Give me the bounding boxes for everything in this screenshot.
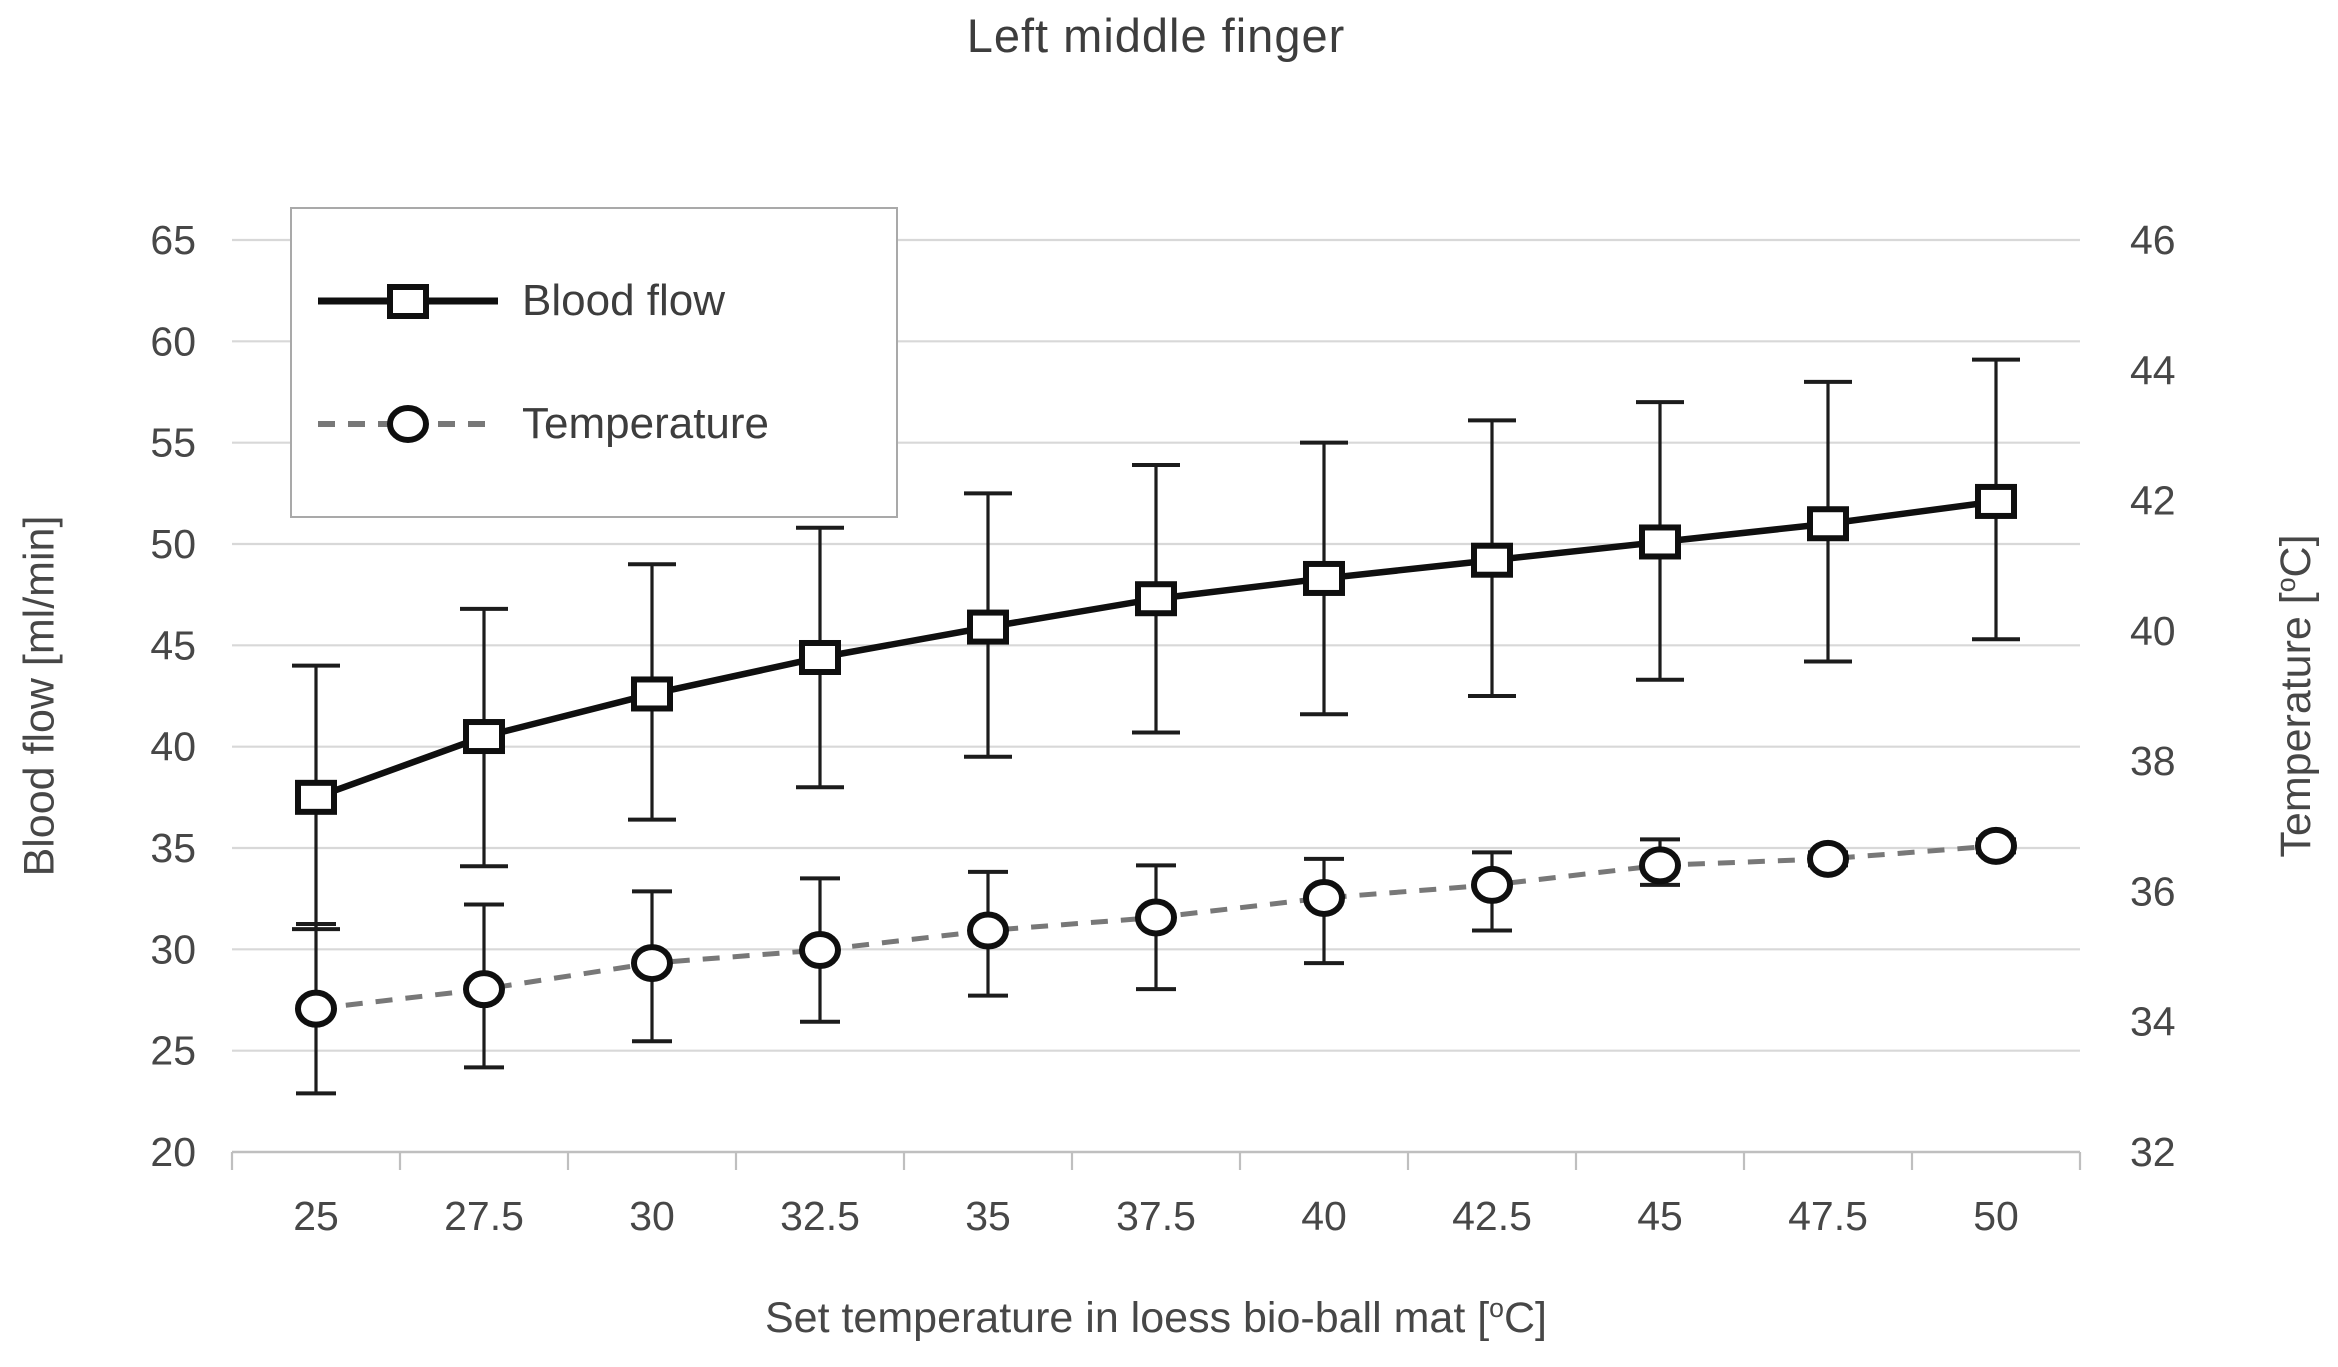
y-left-tick-label: 50 [150, 521, 196, 567]
temperature-marker [799, 931, 841, 970]
legend: Blood flow Temperature [290, 207, 898, 518]
y-left-tick-label: 55 [150, 420, 196, 466]
y-right-tick-label: 32 [2130, 1129, 2176, 1175]
legend-label-blood-flow: Blood flow [522, 276, 726, 326]
x-axis-title: Set temperature in loess bio-ball mat [o… [764, 1292, 1548, 1343]
blood-flow-marker [1807, 506, 1849, 542]
chart-title: Left middle finger [966, 9, 1346, 62]
x-tick-label: 45 [1637, 1193, 1683, 1239]
y-left-tick-label: 25 [150, 1028, 196, 1074]
y-right-tick-label: 42 [2130, 478, 2176, 524]
y-left-tick-label: 30 [150, 926, 196, 972]
y-right-tick-label: 34 [2130, 999, 2176, 1045]
x-tick-label: 50 [1973, 1193, 2019, 1239]
blood-flow-marker [967, 609, 1009, 645]
temperature-marker [1303, 878, 1345, 917]
x-tick-label: 30 [629, 1193, 675, 1239]
blood-flow-marker [631, 676, 673, 712]
x-tick-label: 35 [965, 1193, 1011, 1239]
blood-flow-marker [799, 639, 841, 675]
y-left-tick-label: 65 [150, 217, 196, 263]
legend-item-blood-flow: Blood flow [292, 271, 896, 331]
temperature-marker [1135, 898, 1177, 937]
temperature-marker [967, 911, 1009, 950]
temperature-marker [295, 989, 337, 1028]
y-left-tick-label: 20 [150, 1129, 196, 1175]
blood-flow-marker [295, 779, 337, 815]
temperature-marker [463, 970, 505, 1009]
blood-flow-marker [1639, 524, 1681, 560]
right-axis-title: Temperature [oC] [2270, 534, 2321, 858]
x-tick-label: 27.5 [444, 1193, 524, 1239]
x-tick-label: 25 [293, 1193, 339, 1239]
blood-flow-marker [1135, 581, 1177, 617]
temperature-line-sample-icon [318, 404, 498, 443]
blood-flow-marker [1975, 483, 2017, 519]
y-left-tick-label: 45 [150, 622, 196, 668]
temperature-marker [1471, 865, 1513, 904]
temperature-marker [1639, 846, 1681, 885]
x-tick-label: 42.5 [1452, 1193, 1532, 1239]
y-right-tick-label: 36 [2130, 868, 2176, 914]
temperature-marker [1975, 826, 2017, 865]
temperature-marker [631, 944, 673, 983]
left-axis-title: Blood flow [ml/min] [15, 515, 64, 877]
temperature-marker [1807, 839, 1849, 878]
y-right-tick-label: 44 [2130, 347, 2176, 393]
legend-label-temperature: Temperature [522, 398, 770, 448]
y-left-tick-label: 35 [150, 825, 196, 871]
legend-item-temperature: Temperature [292, 394, 896, 454]
y-left-tick-label: 40 [150, 724, 196, 770]
x-tick-label: 47.5 [1788, 1193, 1868, 1239]
blood-flow-marker [1471, 542, 1513, 578]
blood-flow-marker [463, 719, 505, 755]
blood-flow-marker [1303, 560, 1345, 596]
y-right-tick-label: 46 [2130, 217, 2176, 263]
x-tick-label: 32.5 [780, 1193, 860, 1239]
x-tick-label: 40 [1301, 1193, 1347, 1239]
y-right-tick-label: 40 [2130, 608, 2176, 654]
y-right-tick-label: 38 [2130, 738, 2176, 784]
y-left-tick-label: 60 [150, 318, 196, 364]
blood-flow-line-sample-icon [318, 284, 498, 320]
x-tick-label: 37.5 [1116, 1193, 1196, 1239]
